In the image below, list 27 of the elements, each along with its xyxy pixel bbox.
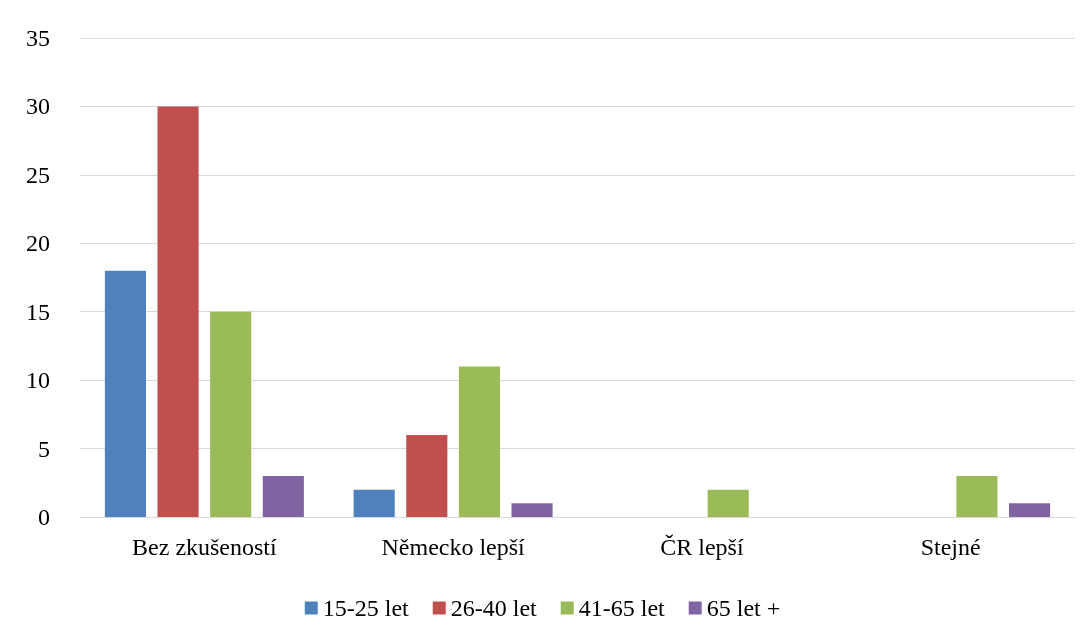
y-tick-label: 35 [26, 25, 50, 51]
y-tick-label: 20 [26, 230, 50, 257]
bar [262, 475, 304, 517]
legend-label: 26-40 let [450, 595, 538, 621]
y-tick-label: 15 [26, 298, 50, 325]
y-tick-label: 30 [26, 93, 50, 120]
bar [210, 311, 252, 517]
bar [1009, 503, 1051, 517]
bar [956, 475, 998, 517]
y-tick-label: 0 [38, 504, 50, 530]
bar [406, 434, 448, 517]
bar [157, 106, 199, 517]
bar [707, 489, 749, 517]
x-tick-label: ČR lepší [660, 534, 744, 560]
legend-label: 65 let + [706, 595, 781, 621]
y-tick-label: 10 [26, 367, 50, 394]
legend-label: 41-65 let [578, 595, 666, 621]
bar [353, 489, 395, 517]
x-tick-label: Stejné [920, 534, 981, 560]
bar [104, 270, 146, 517]
y-tick-label: 5 [38, 435, 50, 462]
bar [511, 503, 553, 517]
y-tick-label: 25 [26, 161, 50, 188]
bar [458, 366, 500, 517]
legend-label: 15-25 let [322, 595, 410, 621]
x-tick-label: Bez zkušeností [132, 534, 278, 560]
x-tick-label: Německo lepší [381, 534, 526, 560]
